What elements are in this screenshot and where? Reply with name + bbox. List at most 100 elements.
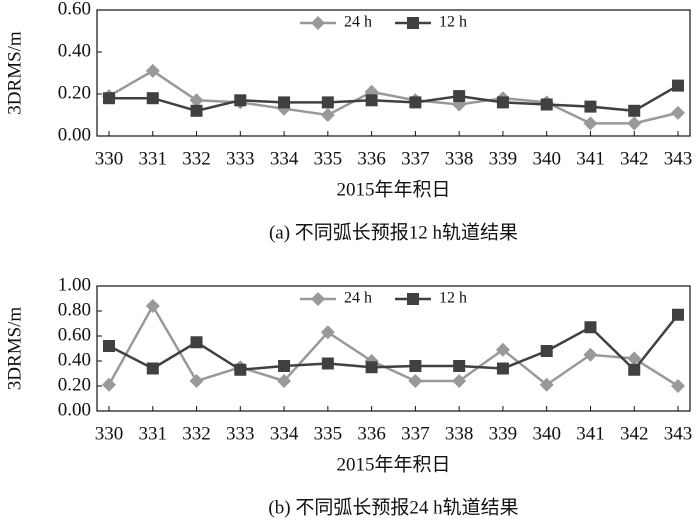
x-axis-label: 2015年年积日 (336, 453, 450, 475)
marker (234, 94, 247, 107)
marker (496, 96, 509, 109)
x-tick-label: 332 (182, 148, 211, 169)
x-tick-label: 339 (489, 423, 518, 444)
plot-frame (96, 285, 691, 412)
marker (672, 79, 684, 92)
marker (278, 360, 291, 372)
x-tick-label: 330 (95, 423, 124, 444)
marker (627, 351, 642, 366)
marker (146, 92, 159, 105)
x-tick-label: 343 (664, 423, 693, 444)
marker (407, 293, 419, 305)
series-line (108, 313, 679, 372)
marker (234, 363, 247, 376)
marker (453, 360, 466, 372)
marker (409, 360, 422, 372)
x-tick-label: 340 (532, 148, 561, 169)
x-tick-label: 333 (226, 148, 255, 169)
marker (321, 357, 334, 370)
caption: (b) 不同弧长预报24 h轨道结果 (268, 496, 518, 518)
marker (452, 374, 467, 388)
x-tick-label: 332 (182, 423, 211, 444)
legend-label: 24 h (344, 290, 372, 307)
marker (145, 299, 160, 313)
plot-frame (96, 9, 691, 137)
marker (145, 63, 160, 78)
y-tick-label: 0.60 (58, 324, 91, 345)
marker (539, 377, 554, 392)
marker (453, 90, 466, 103)
marker (278, 96, 291, 109)
marker (321, 96, 334, 109)
y-tick-label: 0.40 (58, 349, 91, 370)
x-tick-label: 342 (620, 148, 649, 169)
x-tick-label: 337 (401, 423, 430, 444)
x-tick-label: 335 (314, 423, 343, 444)
y-tick-label: 0.00 (58, 399, 91, 420)
marker (103, 92, 115, 105)
marker (583, 347, 598, 362)
marker (407, 17, 419, 29)
marker (495, 342, 510, 357)
y-tick-label: 0.80 (58, 299, 91, 320)
x-tick-label: 335 (314, 148, 343, 169)
marker (365, 94, 378, 107)
marker (102, 377, 116, 392)
y-tick-label: 0.20 (58, 82, 91, 103)
x-axis-label: 2015年年积日 (336, 178, 450, 200)
x-tick-label: 330 (95, 148, 124, 169)
marker (671, 379, 685, 393)
x-tick-label: 334 (270, 423, 299, 444)
x-tick-label: 341 (576, 423, 605, 444)
marker (496, 362, 509, 375)
x-tick-label: 339 (489, 148, 518, 169)
y-tick-label: 0.20 (58, 374, 91, 395)
y-tick-label: 0.40 (58, 40, 91, 61)
y-tick-label: 0.00 (58, 124, 91, 145)
marker (408, 374, 423, 388)
marker (103, 340, 115, 352)
marker (540, 345, 553, 357)
x-tick-label: 340 (532, 423, 561, 444)
caption: (a) 不同弧长预报12 h轨道结果 (269, 221, 518, 243)
x-tick-label: 331 (139, 148, 168, 169)
series-line (108, 69, 679, 125)
y-axis-label: 3DRMS/m (4, 307, 25, 391)
legend-label: 12 h (439, 14, 467, 31)
marker (189, 93, 204, 108)
marker (584, 321, 597, 334)
marker (146, 362, 159, 375)
x-tick-label: 337 (401, 148, 430, 169)
x-tick-label: 341 (576, 148, 605, 169)
legend-label: 12 h (439, 290, 467, 307)
legend-label: 24 h (344, 14, 372, 31)
x-tick-label: 342 (620, 423, 649, 444)
marker (311, 292, 325, 306)
marker (672, 308, 684, 321)
y-axis-label: 3DRMS/m (4, 31, 25, 115)
marker (190, 104, 203, 117)
marker (584, 100, 597, 113)
marker (628, 363, 641, 376)
x-tick-label: 334 (270, 148, 299, 169)
x-tick-label: 343 (664, 148, 693, 169)
x-tick-label: 338 (445, 423, 474, 444)
marker (540, 98, 553, 111)
y-tick-label: 0.60 (58, 0, 91, 19)
marker (627, 116, 642, 131)
x-tick-label: 333 (226, 423, 255, 444)
marker (365, 361, 378, 374)
marker (311, 16, 325, 30)
marker (409, 96, 422, 109)
marker (189, 374, 204, 388)
marker (628, 104, 641, 117)
y-tick-label: 1.00 (58, 274, 91, 295)
marker (671, 105, 685, 120)
marker (583, 116, 598, 131)
series-line (107, 303, 679, 388)
x-tick-label: 331 (139, 423, 168, 444)
marker (320, 108, 335, 122)
marker (320, 325, 335, 340)
x-tick-label: 336 (357, 148, 386, 169)
